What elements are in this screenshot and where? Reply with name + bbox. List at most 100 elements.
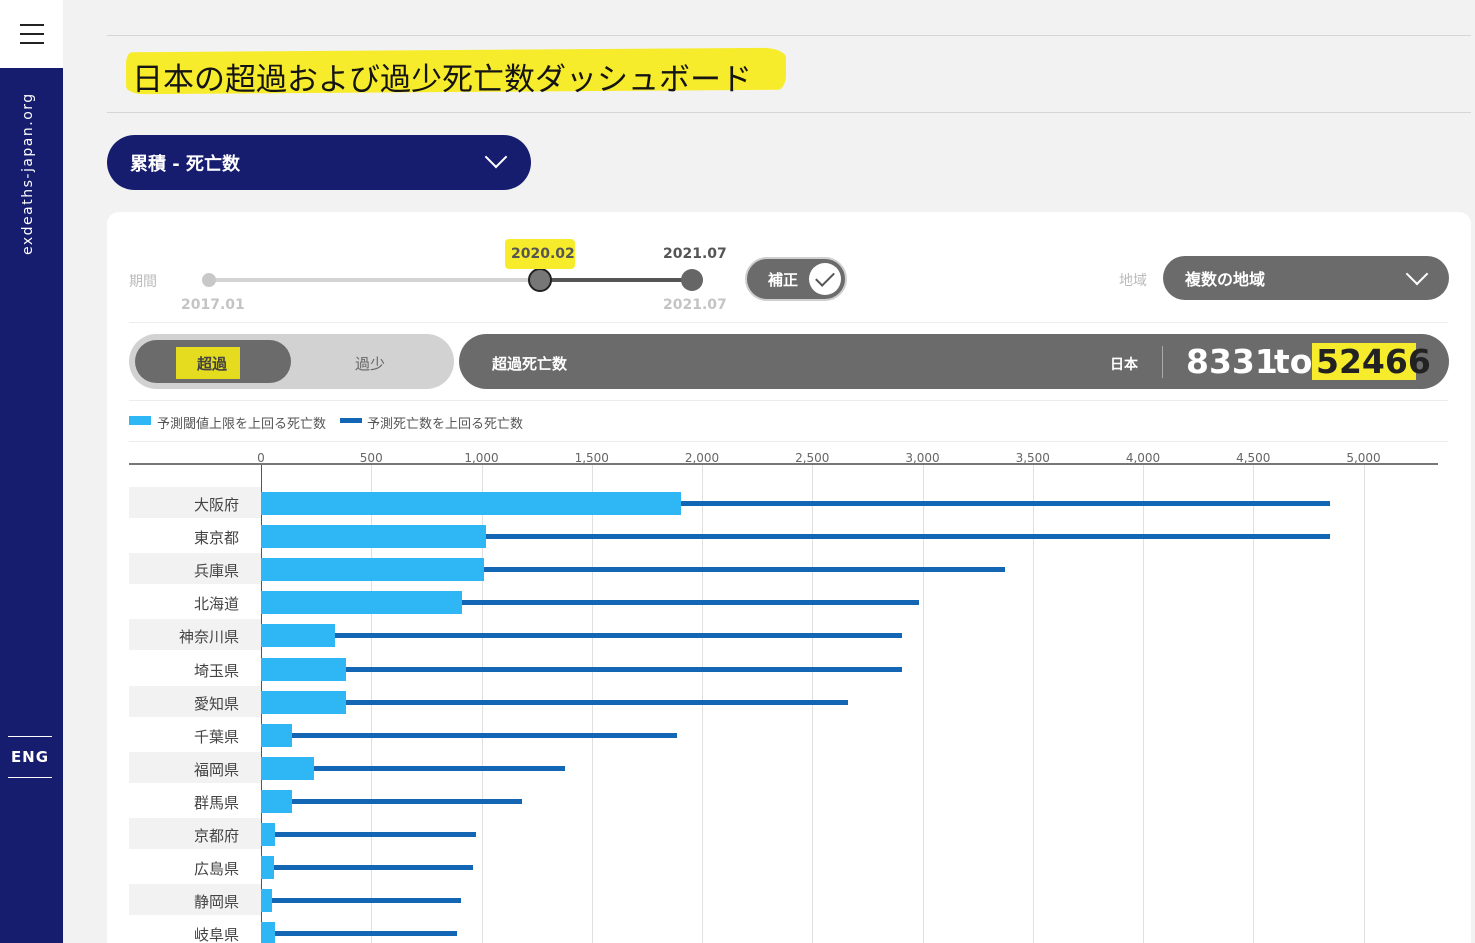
row-label-background [129,553,261,585]
divider [129,400,1448,401]
row-label-background [129,685,261,717]
region-select[interactable]: 複数の地域 [1163,256,1449,300]
slider-range [539,278,692,282]
row-label-background [129,884,261,916]
category-label: 東京都 [193,529,239,548]
bar-upper-threshold[interactable] [261,856,275,880]
summary-bar: 超過死亡数 日本 8331 to 52466 [459,334,1449,389]
row-label-background [129,619,261,651]
bar-expected[interactable] [261,798,523,804]
bar-expected[interactable] [261,699,848,705]
category-label: 大阪府 [193,496,239,514]
metric-select-label: 累積 - 死亡数 [130,153,241,175]
header-divider-bottom [107,112,1471,113]
legend-label-expected: 予測死亡数を上回る死亡数 [367,417,524,432]
bar-upper-threshold[interactable] [261,624,335,648]
gridline [1363,465,1365,943]
summary-range-sep: to [1274,342,1313,381]
summary-low-value: 8331 [1186,342,1278,381]
bar-upper-threshold[interactable] [261,525,486,549]
adjust-toggle[interactable]: 補正 [745,257,847,301]
x-tick-label: 500 [359,451,383,465]
bar-expected[interactable] [261,567,1006,573]
divider [129,441,1448,442]
adjust-toggle-label: 補正 [768,270,799,289]
divider [129,322,1448,323]
bar-upper-threshold[interactable] [261,558,484,582]
slider-end-label: 2021.07 [663,246,727,262]
summary-divider [1162,346,1163,378]
bar-expected[interactable] [261,600,920,606]
bar-expected[interactable] [261,633,902,639]
bar-upper-threshold[interactable] [261,823,276,846]
x-tick-label: 2,000 [684,451,720,465]
legend-swatch-expected [340,418,362,423]
category-label: 兵庫県 [193,562,239,581]
x-tick-label: 2,500 [795,451,830,465]
bar-upper-threshold[interactable] [261,657,346,681]
bar-upper-threshold[interactable] [261,889,273,913]
check-icon [809,263,841,295]
bar-expected[interactable] [261,931,458,937]
mode-excess-label[interactable]: 超過 [197,355,228,373]
bar-upper-threshold[interactable] [261,922,276,943]
mode-deficit-button[interactable]: 過少 [355,355,386,373]
summary-region: 日本 [1110,357,1138,373]
x-tick-label: 4,000 [1125,451,1161,465]
gridline [1253,465,1255,943]
category-label: 京都府 [193,827,239,845]
category-label: 福岡県 [193,760,239,779]
period-label: 期間 [129,274,157,290]
category-label: 神奈川県 [178,628,239,647]
slider-min-label: 2017.01 [181,297,245,313]
category-label: 群馬県 [193,793,239,812]
slider-max-label: 2021.07 [663,297,727,313]
bar-upper-threshold[interactable] [261,690,346,714]
slider-min-marker [202,273,216,287]
bar-upper-threshold[interactable] [261,591,462,615]
bar-expected[interactable] [261,732,677,738]
summary-label: 超過死亡数 [492,355,568,373]
bar-expected[interactable] [261,865,473,871]
row-label-background [129,818,261,849]
category-label: 北海道 [193,595,239,614]
bar-upper-threshold[interactable] [261,492,682,515]
category-label: 埼玉県 [193,661,239,680]
row-label-background [129,751,261,783]
category-label: 広島県 [193,860,239,879]
chevron-down-icon [484,145,508,169]
bar-upper-threshold[interactable] [261,723,292,747]
slider-track [209,278,539,282]
category-label: 千葉県 [193,727,239,746]
slider-end-handle[interactable] [681,269,703,291]
x-tick-label: 1,500 [574,451,609,465]
legend-label-upper: 予測閾値上限を上回る死亡数 [157,417,327,432]
language-switch[interactable]: ENG [8,736,52,778]
sidebar: exdeaths-japan.org ENG [0,0,63,943]
bar-expected[interactable] [261,534,1331,540]
bar-expected[interactable] [261,832,476,837]
gridline [922,465,924,943]
bar-expected[interactable] [261,898,461,904]
region-select-label: 複数の地域 [1185,270,1266,289]
legend-swatch-upper [129,416,151,425]
mode-excess-highlight [176,347,240,379]
bar-expected[interactable] [261,501,1331,506]
x-tick-label: 4,500 [1236,451,1271,465]
bar-expected[interactable] [261,765,566,771]
slider-start-handle[interactable] [528,268,552,292]
bar-expected[interactable] [261,666,902,672]
bar-upper-threshold[interactable] [261,789,292,813]
x-tick-label: 5,000 [1346,451,1381,465]
hamburger-icon[interactable] [0,0,63,68]
x-tick-label: 0 [257,451,265,465]
x-tick-label: 1,000 [464,451,499,465]
slider-start-label: 2020.02 [511,246,575,262]
page-title: 日本の超過および過少死亡数ダッシュボード [132,62,752,98]
row-label-background [129,487,261,518]
gridline [1032,465,1034,943]
metric-select[interactable]: 累積 - 死亡数 [107,135,531,190]
category-label: 静岡県 [193,893,239,912]
bar-upper-threshold[interactable] [261,756,314,780]
x-tick-label: 3,500 [1015,451,1050,465]
